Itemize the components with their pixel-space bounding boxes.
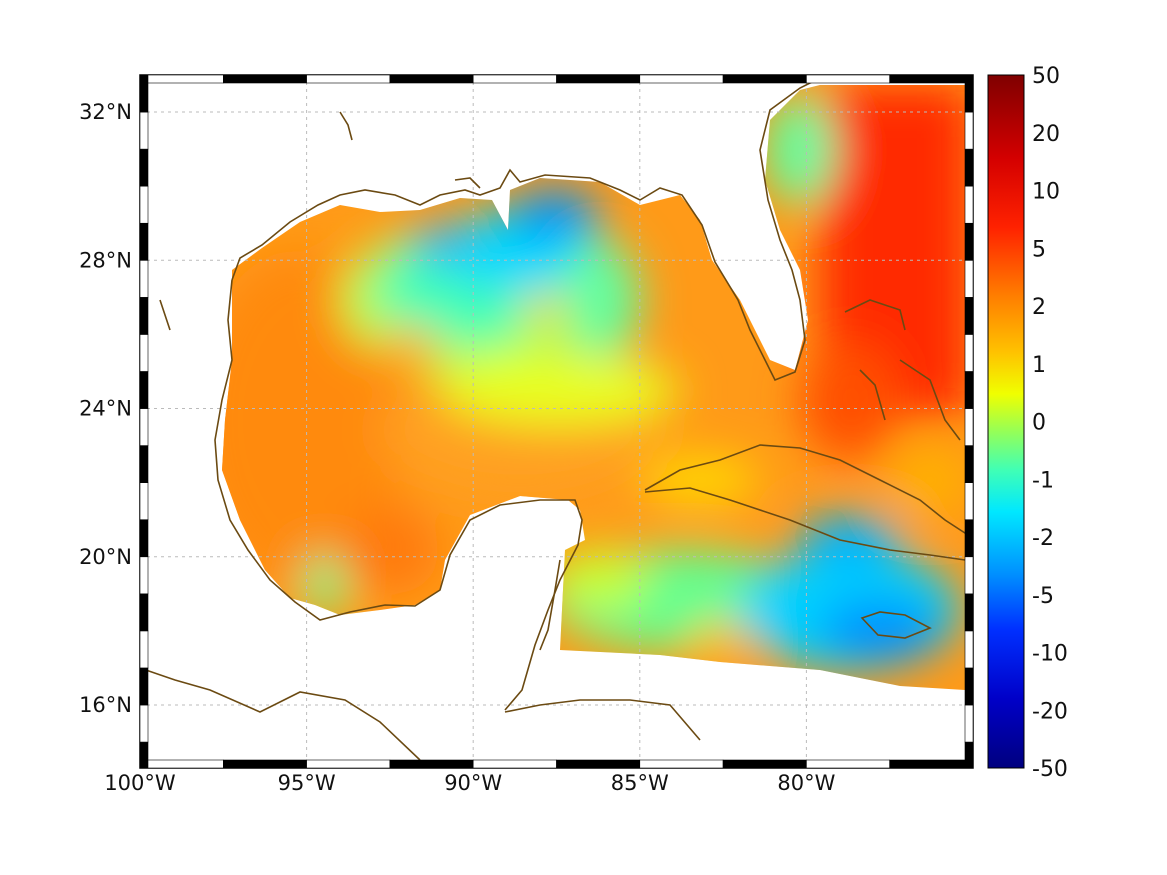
longitude-tick-label: 90°W [444, 771, 502, 795]
border-segment [889, 74, 974, 84]
border-segment [964, 111, 974, 150]
border-segment [639, 759, 724, 769]
border-segment [964, 519, 974, 558]
border-segment [964, 371, 974, 409]
border-segment [964, 148, 974, 187]
border-segment [964, 408, 974, 446]
border-segment [889, 759, 974, 769]
colorbar-tick-label: 5 [1032, 237, 1046, 262]
latitude-tick-label: 20°N [79, 545, 132, 569]
border-segment [139, 222, 149, 261]
border-segment [389, 759, 474, 769]
border-segment [139, 371, 149, 409]
border-segment [139, 704, 149, 743]
border-segment [139, 111, 149, 150]
border-segment [964, 259, 974, 298]
border-segment [223, 759, 307, 769]
longitude-tick-label: 80°W [777, 771, 835, 795]
border-segment [639, 74, 724, 84]
latitude-tick-label: 16°N [79, 693, 132, 717]
border-segment [139, 482, 149, 521]
border-segment [472, 759, 557, 769]
border-segment [139, 74, 224, 84]
border-segment [964, 593, 974, 632]
colorbar-tick-label: 50 [1032, 64, 1060, 89]
latitude-tick-label: 32°N [79, 100, 132, 124]
colorbar-tick-label: -5 [1032, 584, 1054, 609]
colorbar-tick-label: 10 [1032, 180, 1060, 205]
border-segment [964, 74, 974, 113]
border-segment [306, 74, 391, 84]
border-segment [139, 185, 149, 224]
colorbar-tick-label: -20 [1032, 699, 1068, 724]
border-segment [806, 74, 891, 84]
latitude-ticks: 16°N 20°N 24°N 28°N 32°N [79, 100, 132, 717]
border-segment [139, 630, 149, 669]
border-segment [472, 74, 557, 84]
longitude-tick-label: 95°W [278, 771, 336, 795]
colorbar-tick-label: 20 [1032, 122, 1060, 147]
border-segment [223, 74, 307, 84]
colorbar-tick-label: 1 [1032, 353, 1046, 378]
border-segment [139, 667, 149, 706]
colorbar-tick-label: -2 [1032, 526, 1054, 551]
border-segment [964, 630, 974, 669]
colorbar-tick-label: -50 [1032, 757, 1068, 782]
border-segment [306, 759, 391, 769]
border-segment [964, 297, 974, 335]
latitude-tick-label: 28°N [79, 248, 132, 272]
border-segment [964, 334, 974, 372]
colorbar-tick-label: -10 [1032, 642, 1068, 667]
border-segment [964, 185, 974, 224]
coastlines [139, 77, 969, 761]
longitude-tick-label: 85°W [611, 771, 669, 795]
border-segment [964, 482, 974, 521]
colorbar-tick-label: -1 [1032, 468, 1054, 493]
colorbar-tick-label: 2 [1032, 295, 1046, 320]
latitude-tick-label: 24°N [79, 397, 132, 421]
border-segment [722, 759, 807, 769]
border-segment [139, 759, 224, 769]
border-segment [139, 741, 149, 769]
border-segment [556, 74, 641, 84]
longitude-tick-label: 100°W [104, 771, 176, 795]
border-segment [722, 74, 807, 84]
border-segment [964, 222, 974, 261]
border-segment [139, 148, 149, 187]
colorbar-tick-label: 0 [1032, 411, 1046, 436]
border-segment [139, 556, 149, 595]
border-segment [139, 334, 149, 372]
border-segment [139, 445, 149, 483]
border-segment [964, 741, 974, 769]
colorbar [987, 74, 1025, 769]
border-segment [389, 74, 474, 84]
border-segment [964, 667, 974, 706]
border-segment [139, 593, 149, 632]
border-segment [139, 519, 149, 558]
border-segment [806, 759, 891, 769]
border-segment [964, 556, 974, 595]
border-segment [964, 704, 974, 743]
border-segment [139, 74, 149, 113]
border-segment [139, 259, 149, 298]
map-border [139, 74, 974, 769]
grid-lines [139, 75, 973, 768]
border-segment [139, 408, 149, 446]
border-segment [139, 297, 149, 335]
longitude-ticks: 100°W 95°W 90°W 85°W 80°W [104, 771, 835, 795]
border-segment [556, 759, 641, 769]
border-segment [964, 445, 974, 483]
